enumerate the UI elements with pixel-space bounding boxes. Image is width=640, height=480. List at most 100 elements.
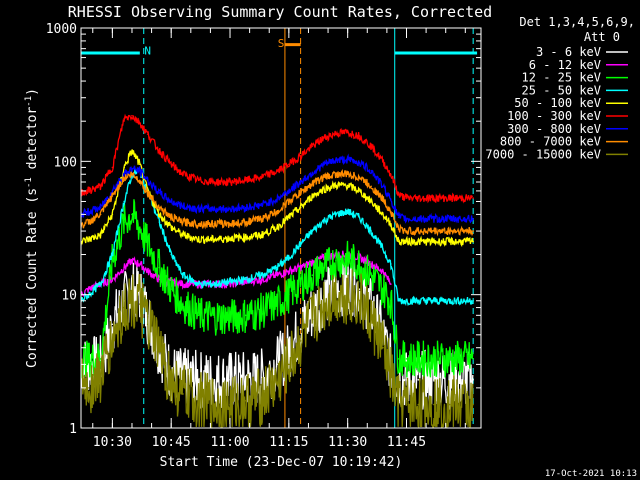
data-point <box>123 200 125 203</box>
data-point <box>131 173 133 176</box>
data-point <box>288 190 290 192</box>
data-point <box>88 387 90 389</box>
data-point <box>358 176 361 179</box>
data-point <box>288 163 290 166</box>
plot-area: NS <box>81 28 478 428</box>
data-point <box>405 230 408 232</box>
y-axis-label-sup1: -1 <box>24 177 34 188</box>
y-axis-label-main: Corrected Count Rate (s <box>25 188 40 368</box>
data-point <box>358 299 361 302</box>
data-point <box>99 206 102 209</box>
data-point <box>397 228 400 230</box>
data-point <box>417 403 420 406</box>
y-axis-label-end: ) <box>25 88 40 96</box>
x-tick-label: 11:15 <box>269 435 308 450</box>
data-point <box>213 181 216 183</box>
data-point <box>213 283 216 285</box>
data-point <box>311 274 314 276</box>
data-point <box>276 274 278 276</box>
data-point <box>311 195 314 197</box>
data-point <box>244 236 247 238</box>
data-point <box>123 117 125 120</box>
data-point <box>405 403 408 406</box>
legend-label: 300 - 800 keV <box>507 122 601 136</box>
data-point <box>276 303 278 305</box>
legend-label: 50 - 100 keV <box>514 96 601 110</box>
y-axis-label: Corrected Count Rate (s-1 detector-1) <box>24 88 40 368</box>
data-point <box>311 318 314 321</box>
series-7000-15000-keV <box>81 269 474 428</box>
data-point <box>288 363 290 366</box>
data-point <box>370 274 372 276</box>
data-point <box>170 216 172 219</box>
data-point <box>417 197 420 199</box>
x-tick-label: 10:30 <box>93 435 132 450</box>
data-point <box>397 299 400 302</box>
data-point <box>276 198 278 200</box>
data-point <box>197 208 200 210</box>
data-point <box>229 237 231 240</box>
data-point <box>88 210 90 213</box>
data-point <box>370 169 372 172</box>
chart-title: RHESSI Observing Summary Count Rates, Co… <box>68 3 492 21</box>
data-point <box>170 381 172 384</box>
attenuator-bars <box>81 43 478 55</box>
data-point <box>139 303 141 305</box>
legend-label: 800 - 7000 keV <box>500 135 601 149</box>
data-point <box>88 190 90 192</box>
legend-label: 12 - 25 keV <box>522 71 601 85</box>
data-point <box>244 280 247 283</box>
data-point <box>288 349 290 352</box>
data-point <box>88 358 90 360</box>
data-point <box>448 218 451 220</box>
data-point <box>346 293 349 296</box>
x-tick-label: 11:30 <box>328 435 367 450</box>
data-point <box>472 218 474 220</box>
y-tick-label: 100 <box>54 155 77 170</box>
data-point <box>358 288 361 290</box>
data-point <box>229 403 231 406</box>
data-point <box>448 197 451 199</box>
data-point <box>433 358 435 360</box>
data-point <box>433 197 435 199</box>
data-point <box>131 259 133 262</box>
y-tick-label: 10 <box>61 289 77 304</box>
data-point <box>370 185 372 188</box>
data-point <box>382 160 384 163</box>
series-line <box>81 153 474 224</box>
data-point <box>417 358 420 360</box>
data-point <box>346 158 349 161</box>
data-point <box>99 283 102 285</box>
data-point <box>146 133 149 135</box>
data-point <box>382 346 384 349</box>
data-point <box>397 216 400 219</box>
data-point <box>390 173 392 176</box>
annotation-label: N <box>144 44 151 57</box>
data-point <box>123 173 125 176</box>
legend-label: 25 - 50 keV <box>522 83 601 97</box>
data-point <box>346 131 349 134</box>
annotation-group: NS <box>144 37 284 57</box>
data-point <box>229 283 231 285</box>
data-point <box>131 213 133 216</box>
data-point <box>433 299 435 302</box>
data-point <box>170 288 172 290</box>
data-point <box>358 190 361 192</box>
data-point <box>323 137 325 139</box>
data-point <box>158 192 161 194</box>
data-point <box>311 261 314 264</box>
data-point <box>335 213 337 216</box>
data-point <box>299 283 302 285</box>
data-point <box>146 270 149 272</box>
data-point <box>182 393 184 395</box>
data-point <box>260 204 263 206</box>
data-point <box>382 248 384 250</box>
data-point <box>346 258 349 260</box>
legend-label: 6 - 12 keV <box>529 58 601 72</box>
data-point <box>99 213 102 216</box>
data-point <box>370 145 372 147</box>
data-point <box>146 323 149 326</box>
data-point <box>170 226 172 229</box>
series-300-800-keV <box>81 153 474 224</box>
